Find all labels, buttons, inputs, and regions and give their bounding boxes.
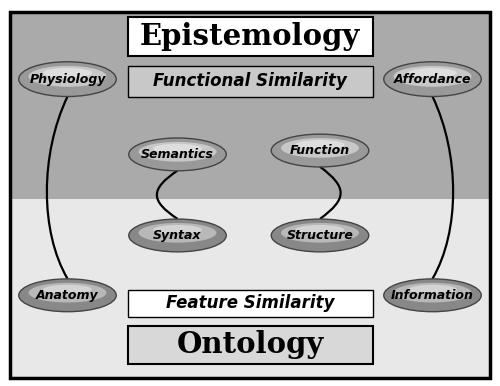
Ellipse shape — [129, 219, 226, 252]
Ellipse shape — [296, 140, 344, 149]
Ellipse shape — [271, 219, 369, 252]
Bar — [10, 12, 490, 199]
FancyBboxPatch shape — [128, 290, 372, 317]
Text: Semantics: Semantics — [141, 148, 214, 161]
Ellipse shape — [138, 142, 216, 162]
Text: Functional Similarity: Functional Similarity — [153, 73, 347, 90]
Ellipse shape — [296, 225, 344, 234]
Ellipse shape — [28, 66, 106, 87]
Ellipse shape — [281, 138, 359, 158]
FancyBboxPatch shape — [128, 326, 372, 364]
Text: Structure: Structure — [286, 229, 354, 242]
Text: Epistemology: Epistemology — [140, 22, 360, 51]
Ellipse shape — [384, 279, 481, 312]
Ellipse shape — [408, 285, 457, 294]
Ellipse shape — [394, 283, 471, 303]
FancyBboxPatch shape — [128, 66, 372, 97]
Ellipse shape — [153, 144, 202, 153]
Ellipse shape — [129, 138, 226, 171]
Ellipse shape — [408, 68, 457, 78]
Ellipse shape — [271, 134, 369, 167]
Ellipse shape — [138, 223, 216, 243]
Text: Feature Similarity: Feature Similarity — [166, 295, 334, 312]
Text: Physiology: Physiology — [29, 73, 106, 86]
Ellipse shape — [28, 283, 106, 303]
Ellipse shape — [384, 62, 481, 96]
Text: Affordance: Affordance — [394, 73, 471, 86]
Bar — [10, 199, 490, 378]
Ellipse shape — [43, 285, 92, 294]
FancyBboxPatch shape — [128, 17, 372, 56]
Ellipse shape — [153, 225, 202, 234]
Ellipse shape — [394, 66, 471, 87]
Ellipse shape — [19, 279, 116, 312]
Text: Information: Information — [391, 289, 474, 302]
Ellipse shape — [281, 223, 359, 243]
Ellipse shape — [19, 62, 116, 96]
Text: Function: Function — [290, 144, 350, 157]
Ellipse shape — [43, 68, 92, 78]
Text: Anatomy: Anatomy — [36, 289, 99, 302]
Text: Syntax: Syntax — [153, 229, 202, 242]
Text: Ontology: Ontology — [176, 330, 324, 359]
